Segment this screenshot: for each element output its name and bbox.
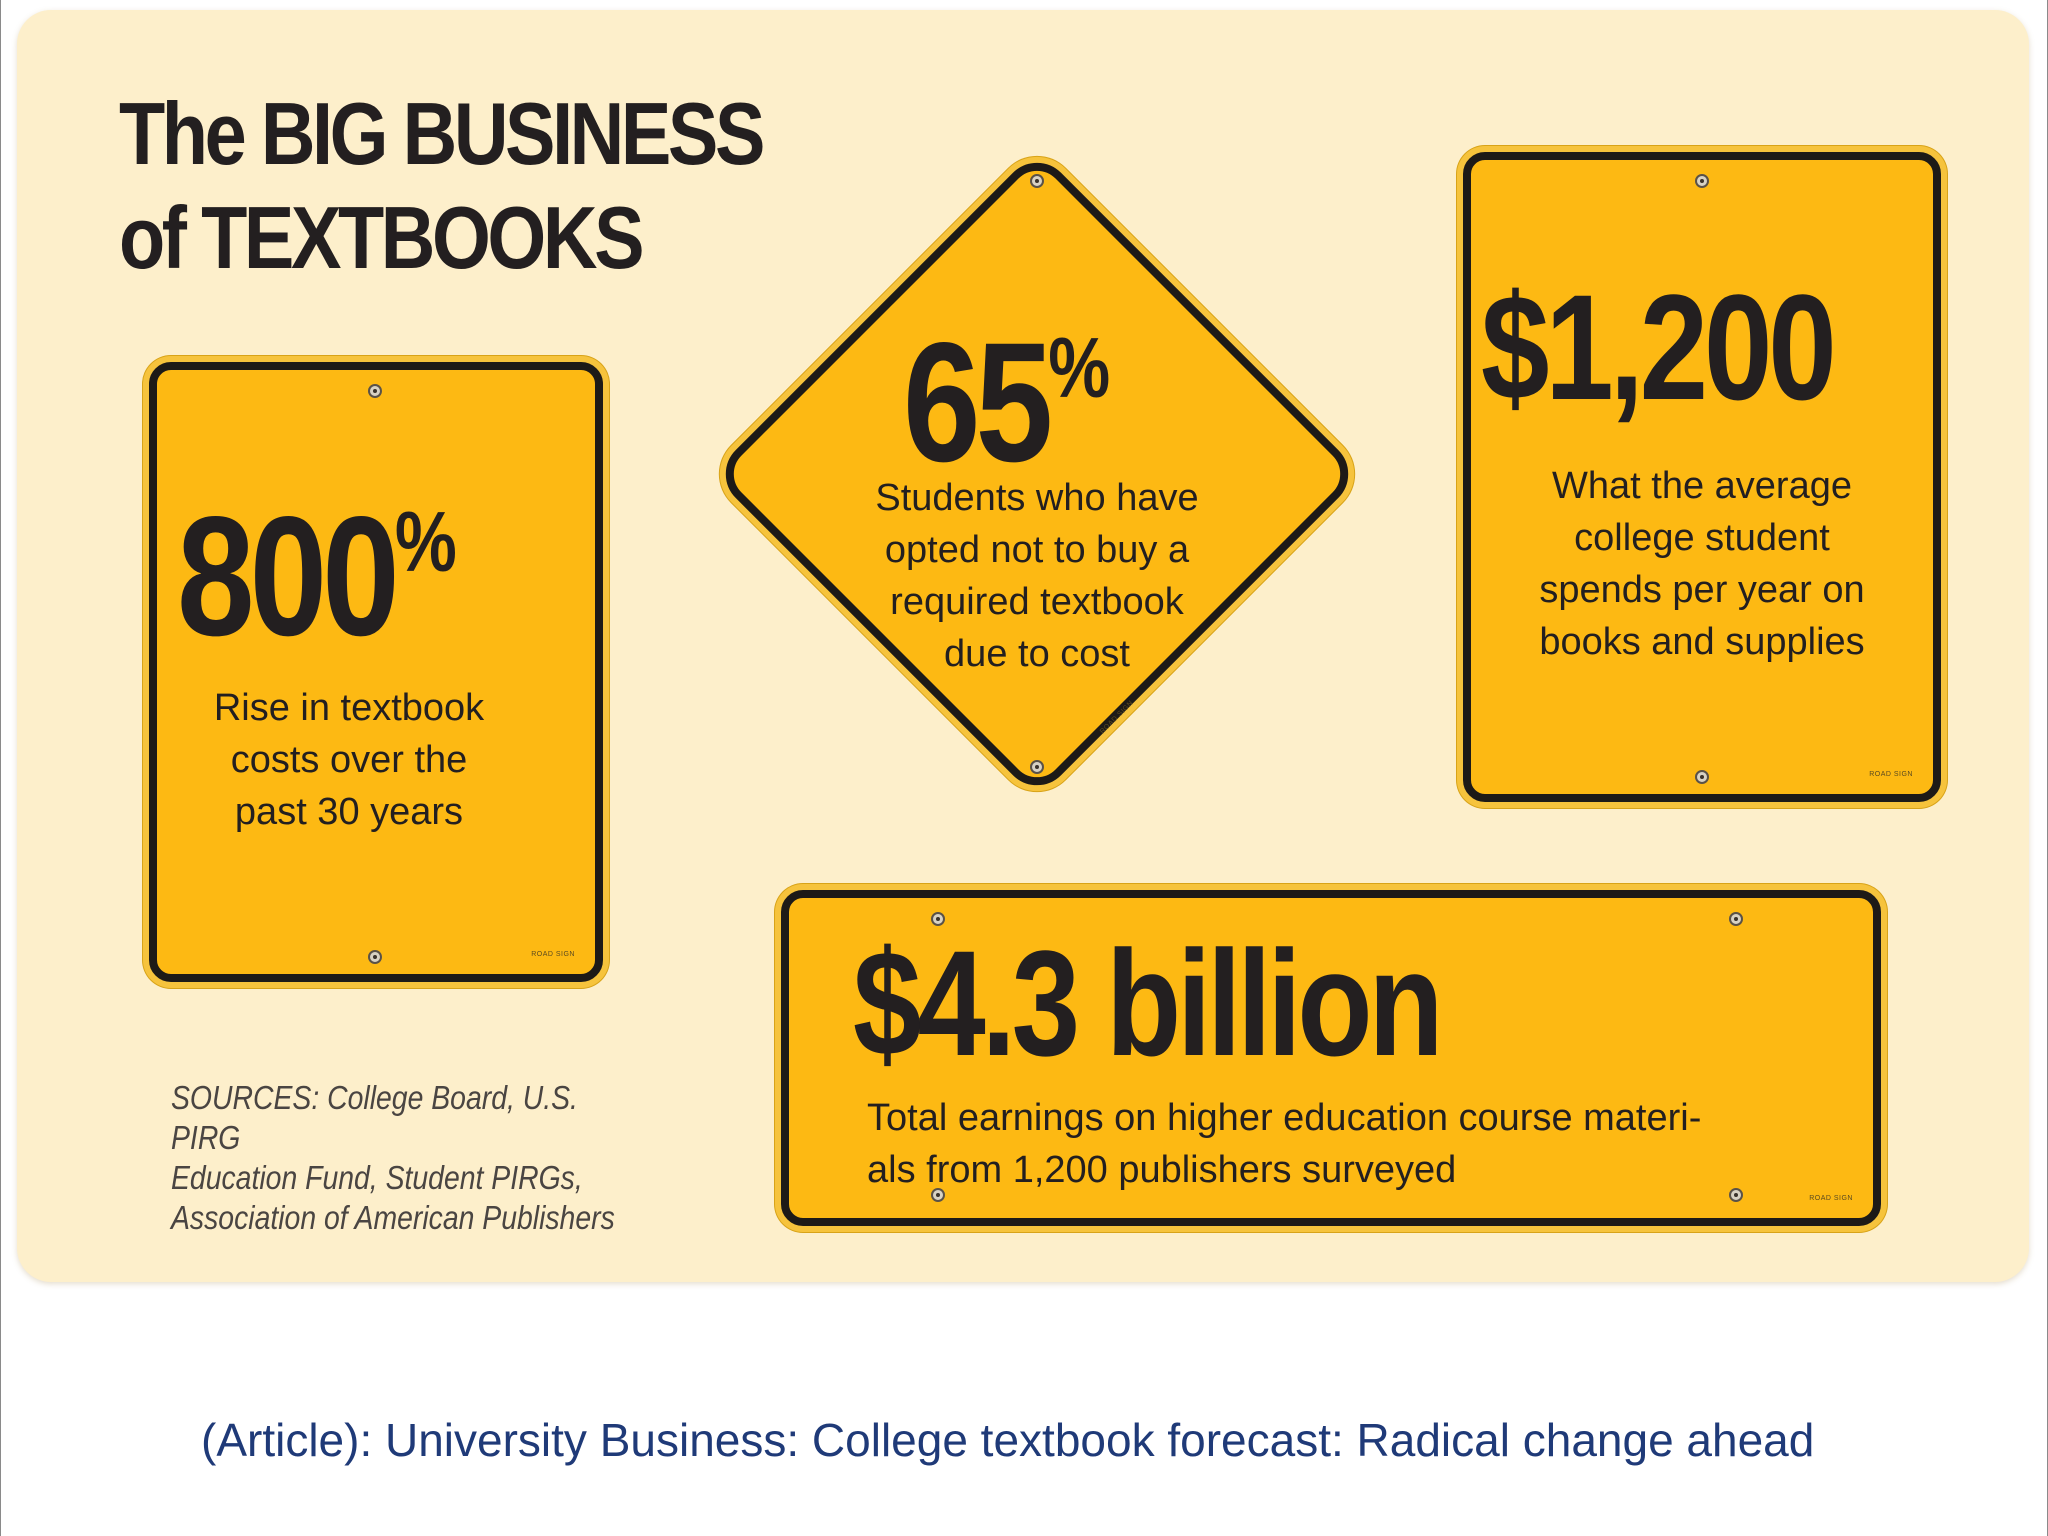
desc-65-line: due to cost <box>944 633 1130 675</box>
stat-4-3-billion-number: $4.3 billion <box>853 919 1444 1087</box>
sources-line: SOURCES: College Board, U.S. PIRG <box>171 1079 578 1156</box>
desc-1200: What the average college student spends … <box>1471 460 1933 668</box>
desc-800-line: Rise in textbook <box>213 687 485 729</box>
textbook-infographic: The BIG BUSINESS of TEXTBOOKS 800% Rise … <box>17 10 2029 1282</box>
sign-maker-mark: ROAD SIGN <box>1098 699 1135 736</box>
desc-65-line: opted not to buy a <box>884 529 1190 571</box>
sign-65-percent: 65% Students who have opted not to buy a… <box>697 134 1377 814</box>
desc-1200-line: spends per year on <box>1539 569 1865 611</box>
diamond-sign-content: 65% Students who have opted not to buy a… <box>697 134 1377 814</box>
desc-1200-line: books and supplies <box>1539 621 1865 663</box>
bolt-icon <box>368 384 382 398</box>
sources-line: Education Fund, Student PIRGs, <box>171 1159 583 1196</box>
desc-800-line: costs over the <box>230 739 468 781</box>
sign-4-3-billion: $4.3 billion Total earnings on higher ed… <box>781 890 1881 1226</box>
stat-800-number: 800 <box>177 481 400 672</box>
bolt-icon <box>1695 174 1709 188</box>
desc-4-3-billion-line: als from 1,200 publishers surveyed <box>867 1149 1457 1191</box>
bolt-icon <box>1729 1188 1743 1202</box>
stat-800: 800% <box>177 458 457 662</box>
infographic-title: The BIG BUSINESS of TEXTBOOKS <box>119 82 765 290</box>
bolt-icon <box>368 950 382 964</box>
desc-65: Students who have opted not to buy a req… <box>837 472 1237 680</box>
desc-65-line: required textbook <box>890 581 1184 623</box>
desc-1200-line: What the average <box>1552 465 1852 507</box>
sign-800-percent: 800% Rise in textbook costs over the pas… <box>149 362 603 982</box>
sources-line: Association of American Publishers <box>171 1199 615 1236</box>
sign-maker-mark: ROAD SIGN <box>1869 771 1913 778</box>
bolt-icon <box>1030 760 1044 774</box>
stat-65-suffix: % <box>1048 321 1110 416</box>
article-caption-link[interactable]: (Article): University Business: College … <box>201 1414 1815 1466</box>
sign-1200-dollars: $1,200 What the average college student … <box>1463 152 1941 802</box>
sign-maker-mark: ROAD SIGN <box>531 951 575 958</box>
stat-1200: $1,200 <box>1481 272 1837 422</box>
sources-note: SOURCES: College Board, U.S. PIRG Educat… <box>171 1078 618 1238</box>
stat-65-number: 65 <box>903 307 1053 498</box>
title-line-1: The BIG BUSINESS <box>119 84 765 183</box>
bolt-icon <box>931 912 945 926</box>
bolt-icon <box>1729 912 1743 926</box>
desc-4-3-billion: Total earnings on higher education cours… <box>867 1092 1847 1196</box>
stat-65: 65% <box>903 284 1110 488</box>
desc-800-line: past 30 years <box>234 791 464 833</box>
stat-1200-number: $1,200 <box>1481 263 1837 431</box>
desc-4-3-billion-line: Total earnings on higher education cours… <box>867 1097 1702 1139</box>
bolt-icon <box>1695 770 1709 784</box>
desc-800: Rise in textbook costs over the past 30 … <box>157 682 541 838</box>
sign-maker-mark: ROAD SIGN <box>1809 1195 1853 1202</box>
desc-65-line: Students who have <box>875 477 1199 519</box>
stat-800-suffix: % <box>394 495 457 590</box>
bolt-icon <box>931 1188 945 1202</box>
title-line-2: of TEXTBOOKS <box>119 188 645 287</box>
bolt-icon <box>1030 174 1044 188</box>
stat-4-3-billion: $4.3 billion <box>853 928 1444 1078</box>
desc-1200-line: college student <box>1574 517 1830 559</box>
